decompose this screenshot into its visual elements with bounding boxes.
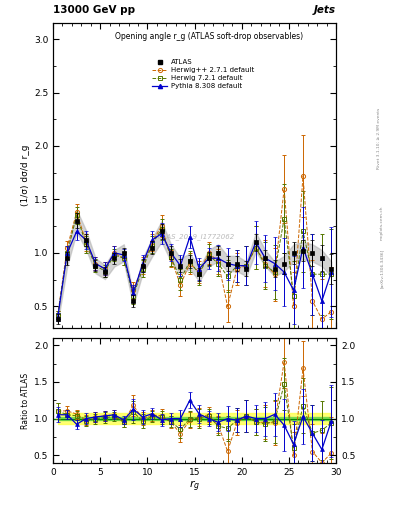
Text: Jets: Jets xyxy=(314,6,336,15)
Y-axis label: Ratio to ATLAS: Ratio to ATLAS xyxy=(21,373,29,429)
Text: ATLAS_2019_I1772062: ATLAS_2019_I1772062 xyxy=(154,233,235,240)
X-axis label: $r_g$: $r_g$ xyxy=(189,479,200,494)
Y-axis label: (1/σ) dσ/d r_g: (1/σ) dσ/d r_g xyxy=(21,144,29,206)
Text: Rivet 3.1.10; ≥ 2.9M events: Rivet 3.1.10; ≥ 2.9M events xyxy=(377,108,381,169)
Text: [arXiv:1306.3436]: [arXiv:1306.3436] xyxy=(380,249,384,288)
Text: 13000 GeV pp: 13000 GeV pp xyxy=(53,6,135,15)
Text: mcplots.cern.ch: mcplots.cern.ch xyxy=(380,205,384,240)
Legend: ATLAS, Herwig++ 2.7.1 default, Herwig 7.2.1 default, Pythia 8.308 default: ATLAS, Herwig++ 2.7.1 default, Herwig 7.… xyxy=(150,57,256,92)
Text: Opening angle r_g (ATLAS soft-drop observables): Opening angle r_g (ATLAS soft-drop obser… xyxy=(115,32,303,41)
